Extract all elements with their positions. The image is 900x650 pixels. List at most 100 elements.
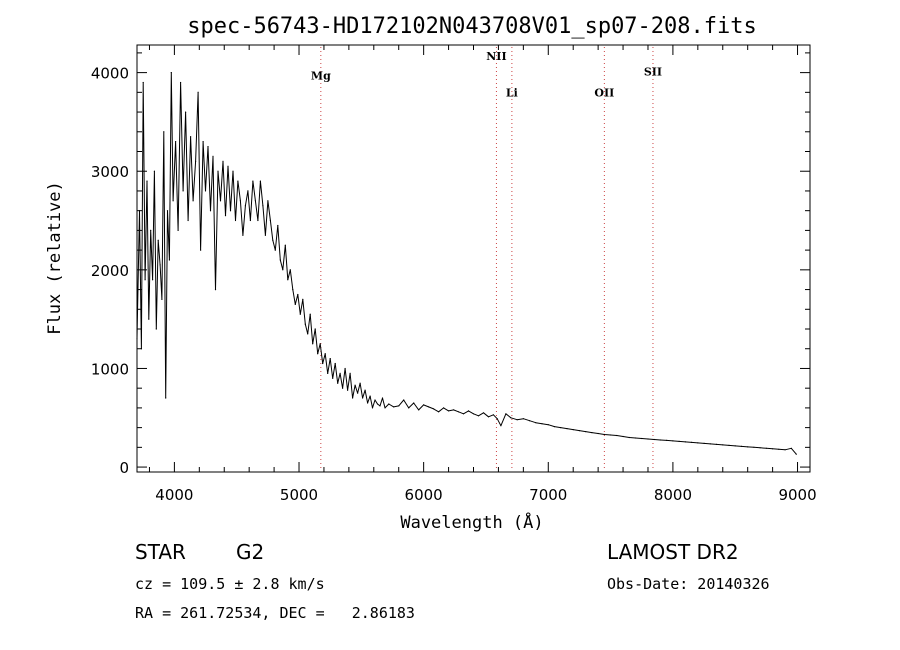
spectrum-point xyxy=(339,372,341,374)
spectrum-point xyxy=(272,239,274,241)
spectrum-point xyxy=(155,328,157,330)
spectrum-point xyxy=(327,372,329,374)
object-subclass: G2 xyxy=(236,540,265,564)
spectrum-point xyxy=(192,200,194,202)
spectrum-point xyxy=(566,428,568,430)
spectrum-point xyxy=(349,372,351,374)
spectrum-point xyxy=(319,343,321,345)
spectrum-point xyxy=(175,141,177,143)
x-tick-label: 7000 xyxy=(529,486,567,504)
y-axis-label: Flux (relative) xyxy=(45,181,65,335)
y-tick-label: 2000 xyxy=(91,262,129,280)
y-tick-label: 4000 xyxy=(91,65,129,83)
spectrum-point xyxy=(759,447,761,449)
spectrum-point xyxy=(535,422,537,424)
spectrum-point xyxy=(728,444,730,446)
spectrum-point xyxy=(334,362,336,365)
spectrum-point xyxy=(403,399,405,401)
spectrum-line xyxy=(136,72,797,455)
spectrum-point xyxy=(462,413,465,415)
spectrum-point xyxy=(342,387,344,389)
spectrum-point xyxy=(332,377,334,379)
y-tick-label: 1000 xyxy=(91,360,129,378)
spectrum-point xyxy=(641,437,643,440)
spectrum-point xyxy=(177,229,179,231)
spectrum-point xyxy=(259,180,261,182)
spectrum-point xyxy=(247,190,249,192)
spectrum-point xyxy=(423,404,425,406)
spectrum-point xyxy=(207,146,209,148)
x-tick-label: 5000 xyxy=(280,486,318,504)
spectrum-point xyxy=(284,244,286,246)
spectrum-point xyxy=(778,448,780,450)
spectrum-point xyxy=(381,397,384,399)
spectrum-point xyxy=(516,419,518,421)
spectrum-point xyxy=(352,397,354,399)
spectrum-point xyxy=(433,408,435,410)
spectrum-point xyxy=(232,170,234,172)
spectrum-point xyxy=(294,303,296,305)
spectrum-point xyxy=(204,190,207,192)
reference-lines: Mg NII Li OII SII xyxy=(311,47,662,471)
spectrum-point xyxy=(740,445,743,447)
spectrum-point xyxy=(357,392,359,394)
spectrum-point xyxy=(287,279,289,281)
spectrum-point xyxy=(344,367,346,370)
spectrum-point xyxy=(200,249,202,251)
spectrum-point xyxy=(224,215,227,217)
spectrum-point xyxy=(267,200,269,202)
reference-label-mg: Mg xyxy=(311,70,331,83)
spectrum-point xyxy=(647,438,649,440)
spectrum-point xyxy=(610,434,612,436)
spectrum-point xyxy=(307,333,309,335)
spectrum-point xyxy=(219,200,222,202)
spectrum-point xyxy=(309,313,311,315)
spectrum-point xyxy=(472,413,475,415)
spectrum-point xyxy=(157,239,159,241)
survey-name: LAMOST DR2 xyxy=(607,540,739,564)
spectrum-point xyxy=(388,403,390,405)
spectrum-point xyxy=(304,323,306,325)
spectrum-point xyxy=(140,348,142,350)
spectrum-point xyxy=(398,405,400,407)
spectrum-point xyxy=(457,411,460,413)
spectrum-point xyxy=(312,343,314,345)
spectrum-point xyxy=(159,264,161,266)
spectrum-point xyxy=(547,424,549,426)
spectrum-point xyxy=(252,180,254,182)
spectrum-point xyxy=(672,440,674,442)
spectrum-point xyxy=(529,420,531,422)
spectrum-point xyxy=(138,210,141,212)
spectrum-point xyxy=(185,111,187,113)
spectrum-point xyxy=(144,279,146,281)
spectrum-point xyxy=(597,432,599,435)
spectrum-point xyxy=(482,412,485,414)
obs-date-text: Obs-Date: 20140326 xyxy=(607,575,770,593)
spectrum-point xyxy=(337,382,339,384)
spectrum-point xyxy=(408,407,410,409)
spectrum-point xyxy=(467,410,470,412)
spectrum-point xyxy=(168,259,170,261)
spectrum-point xyxy=(709,443,711,445)
spectrum-point xyxy=(324,353,326,355)
spectrum-point xyxy=(242,234,244,236)
spectrum-point xyxy=(553,426,556,428)
spectrum-point xyxy=(510,417,512,419)
spectrum-point xyxy=(292,289,294,291)
x-axis-label: Wavelength (Å) xyxy=(400,511,543,533)
spectrum-point xyxy=(239,200,241,202)
spectrum-point xyxy=(212,155,214,157)
spectrum-point xyxy=(591,432,593,434)
spectrum-point xyxy=(500,425,502,427)
spectrum-point xyxy=(170,72,172,74)
spectrum-point xyxy=(418,409,420,411)
spectrum-point xyxy=(753,446,755,448)
spectrum-point xyxy=(384,407,386,409)
spectrum-point xyxy=(209,210,212,212)
spectrum-point xyxy=(603,433,606,436)
chart-title: spec-56743-HD172102N043708V01_sp07-208.f… xyxy=(187,14,757,39)
spectrum-point xyxy=(153,170,155,172)
x-tick-label: 9000 xyxy=(778,486,816,504)
spectrum-point xyxy=(684,441,687,443)
spectrum-point xyxy=(572,429,574,431)
